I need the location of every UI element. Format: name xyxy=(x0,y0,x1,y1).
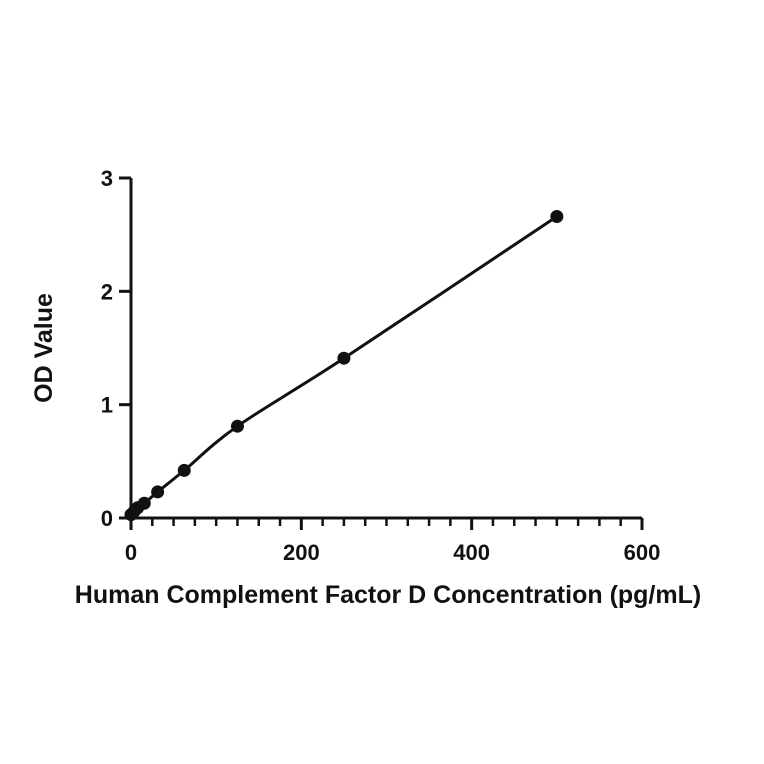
data-point xyxy=(137,496,151,510)
y-ticks: 0 1 2 3 xyxy=(101,166,131,531)
x-tick-label: 200 xyxy=(283,540,320,565)
data-points xyxy=(124,210,564,522)
data-point xyxy=(177,463,191,477)
x-tick-label: 600 xyxy=(624,540,661,565)
y-tick-label: 3 xyxy=(101,166,113,191)
data-point xyxy=(230,419,244,433)
x-axis: 0 200 400 600 xyxy=(125,516,660,565)
x-ticks: 0 200 400 600 xyxy=(125,518,660,565)
y-axis-title: OD Value xyxy=(30,293,58,403)
y-tick-label: 2 xyxy=(101,279,113,304)
x-tick-label: 400 xyxy=(453,540,490,565)
fit-curve xyxy=(129,215,558,516)
x-axis-title: Human Complement Factor D Concentration … xyxy=(75,581,701,609)
data-point xyxy=(151,485,165,499)
y-tick-label: 0 xyxy=(101,506,113,531)
y-tick-label: 1 xyxy=(101,393,113,418)
data-point xyxy=(337,351,351,365)
y-axis: 0 1 2 3 xyxy=(101,166,133,531)
data-point xyxy=(550,210,564,224)
x-tick-label: 0 xyxy=(125,540,137,565)
